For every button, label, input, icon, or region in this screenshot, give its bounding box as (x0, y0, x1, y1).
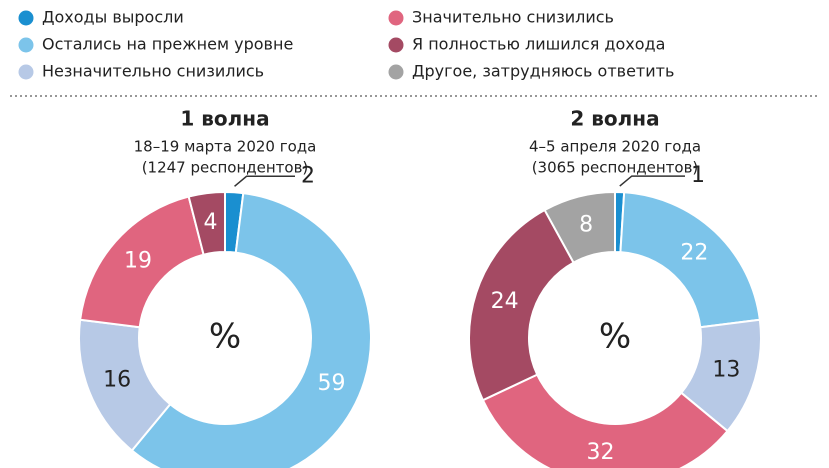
legend-swatch (18, 10, 34, 26)
pie-slice (130, 192, 372, 468)
slice-label: 2 (301, 163, 315, 188)
slice-label: 16 (103, 368, 131, 393)
legend-swatch (18, 64, 34, 80)
chart-note: (1247 респондентов) (142, 159, 309, 177)
slice-label: 13 (712, 357, 740, 382)
leader-line (619, 175, 685, 187)
legend-label: Остались на прежнем уровне (42, 35, 293, 54)
legend-label: Другое, затрудняюсь ответить (412, 62, 674, 81)
chart-title: 1 волна (180, 107, 269, 131)
slice-label: 4 (203, 210, 217, 235)
pie-slice (619, 191, 761, 329)
leader-line (234, 175, 295, 187)
slice-label: 32 (586, 440, 614, 465)
legend-label: Незначительно снизились (42, 62, 264, 81)
slice-label: 24 (491, 289, 519, 314)
legend-swatch (388, 64, 404, 80)
center-label: % (599, 317, 631, 357)
chart-subtitle: 4–5 апреля 2020 года (529, 138, 701, 156)
legend-swatch (388, 37, 404, 53)
slice-label: 22 (680, 240, 708, 265)
legend-label: Значительно снизились (412, 8, 614, 27)
legend-label: Я полностью лишился дохода (412, 35, 665, 54)
slice-label: 19 (124, 248, 152, 273)
pie-slice (481, 373, 729, 468)
chart-subtitle: 18–19 марта 2020 года (134, 138, 317, 156)
legend-label: Доходы выросли (42, 8, 184, 27)
center-label: % (209, 317, 241, 357)
legend-swatch (18, 37, 34, 53)
slice-label: 1 (691, 163, 705, 188)
slice-label: 59 (317, 371, 345, 396)
pie-slice (468, 208, 575, 402)
chart-note: (3065 респондентов) (532, 159, 699, 177)
slice-label: 8 (579, 213, 593, 238)
pie-slice (187, 190, 226, 256)
chart-title: 2 волна (570, 107, 659, 131)
pie-slice (543, 190, 616, 264)
legend-swatch (388, 10, 404, 26)
